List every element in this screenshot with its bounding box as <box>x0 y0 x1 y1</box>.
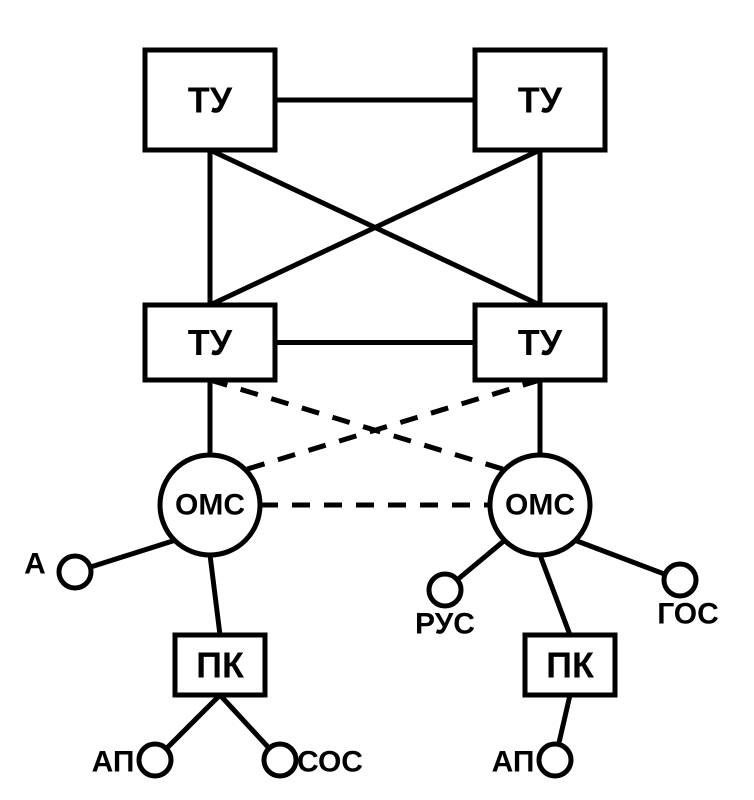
node-tu_mr: ТУ <box>475 305 605 380</box>
label-pk_l: ПК <box>196 645 245 686</box>
edge-omc_r-rus <box>457 540 504 579</box>
label-ap_r: АП <box>492 746 535 779</box>
label-gos: ГОС <box>657 598 719 631</box>
label-tu_tl: ТУ <box>188 80 233 121</box>
node-gos: ГОС <box>657 564 719 631</box>
edge-pk_l-cos <box>220 695 269 748</box>
node-rus: РУС <box>415 574 475 641</box>
node-a: А <box>24 548 91 589</box>
label-ap_l: АП <box>92 746 135 779</box>
node-tu_ml: ТУ <box>145 305 275 380</box>
edge-omc_l-pk_l <box>210 555 220 635</box>
label-tu_ml: ТУ <box>188 322 233 363</box>
label-tu_tr: ТУ <box>518 80 563 121</box>
label-cos: СОС <box>297 746 363 779</box>
label-omc_l: ОМС <box>175 489 245 522</box>
edge-pk_l-ap_l <box>166 695 220 749</box>
node-cos: СОС <box>264 744 363 779</box>
label-a: А <box>24 548 46 581</box>
edge-omc_l-a <box>90 540 174 567</box>
edge-omc_r-gos <box>575 540 665 574</box>
label-pk_r: ПК <box>546 645 595 686</box>
edge-pk_r-ap_r <box>559 695 570 744</box>
edge-omc_r-pk_r <box>540 555 570 635</box>
node-ap_r: АП <box>492 744 571 779</box>
node-pk_l: ПК <box>175 635 265 695</box>
nodes-layer: ТУ ТУ ТУ ТУ ОМС ОМС ПК ПК А РУС ГОС АП СОС АП <box>24 50 719 779</box>
label-tu_mr: ТУ <box>518 322 563 363</box>
node-omc_l: ОМС <box>160 455 260 555</box>
label-rus: РУС <box>415 608 475 641</box>
edge-tu_ml-omc_r <box>210 380 505 470</box>
network-diagram: ТУ ТУ ТУ ТУ ОМС ОМС ПК ПК А РУС ГОС АП СОС АП <box>0 0 754 800</box>
node-omc_r: ОМС <box>490 455 590 555</box>
node-tu_tl: ТУ <box>145 50 275 150</box>
edge-tu_mr-omc_l <box>245 380 540 470</box>
node-ap_l: АП <box>92 744 171 779</box>
label-omc_r: ОМС <box>505 489 575 522</box>
node-tu_tr: ТУ <box>475 50 605 150</box>
node-pk_r: ПК <box>525 635 615 695</box>
